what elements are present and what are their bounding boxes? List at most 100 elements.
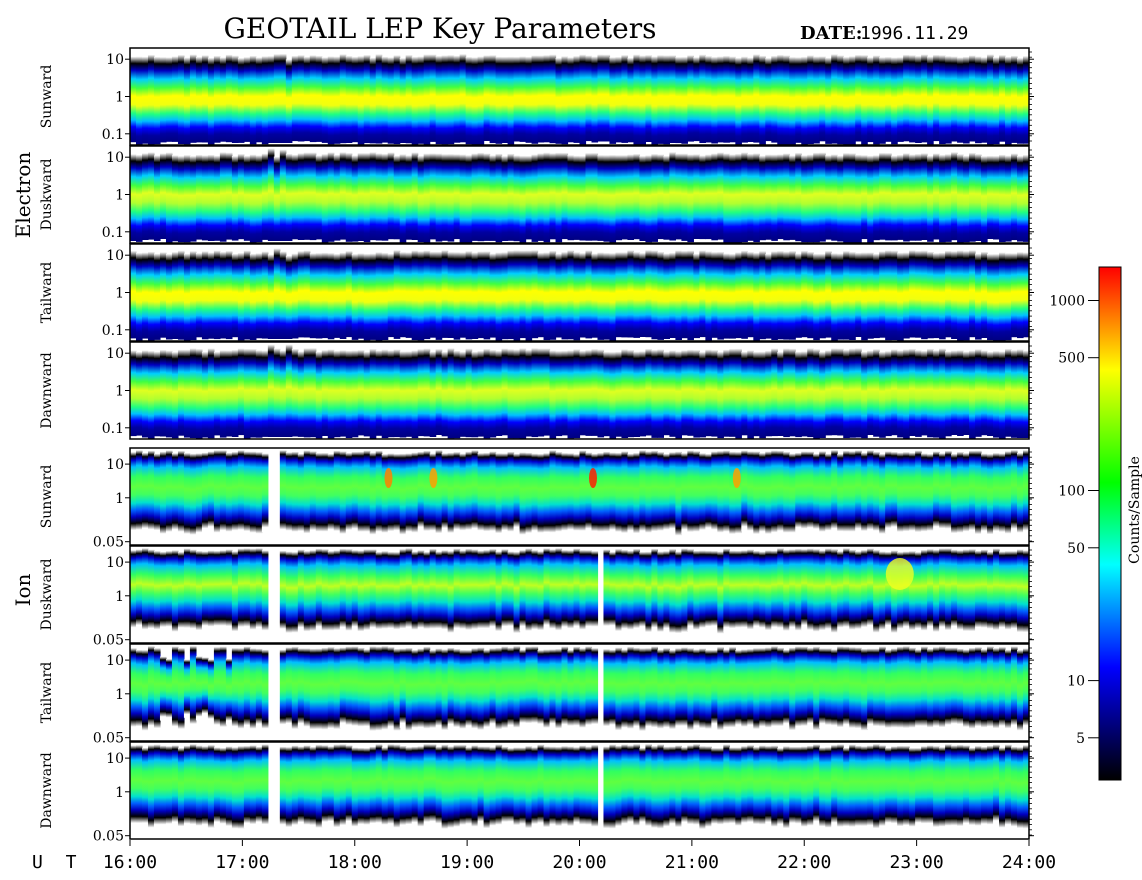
spectrogram-column	[867, 450, 874, 535]
spectrogram-column	[669, 452, 676, 534]
spectrogram-column	[333, 253, 341, 338]
spectrogram-column	[255, 648, 263, 729]
spectrogram-column	[687, 250, 694, 341]
spectrogram-column	[813, 253, 820, 341]
spectrogram-column	[243, 348, 251, 439]
spectrogram-column	[255, 451, 263, 539]
spectrogram-column	[615, 56, 623, 143]
spectrogram-column	[453, 350, 461, 439]
spectrogram-column	[477, 647, 485, 736]
spectrogram-column	[159, 153, 167, 239]
spectrogram-column	[873, 648, 880, 732]
spectrogram-column	[429, 649, 437, 733]
intensity-peak-marker	[732, 468, 741, 488]
spectrogram-column	[717, 251, 724, 340]
spectrogram-column	[147, 54, 155, 145]
spectrogram-column	[621, 54, 629, 143]
spectrogram-column	[681, 56, 688, 144]
spectrogram-column	[243, 155, 251, 241]
spectrogram-column	[327, 453, 335, 535]
spectrogram-column	[381, 56, 389, 143]
spectrogram-column	[669, 548, 676, 639]
spectrogram-column	[423, 348, 431, 437]
spectrogram-column	[825, 155, 832, 240]
spectrogram-column	[597, 349, 605, 438]
spectrogram-column	[153, 453, 161, 536]
spectrogram-column	[465, 649, 473, 731]
x-tick-label: 21:00	[665, 852, 719, 873]
spectrogram-column	[130, 56, 137, 143]
spectrogram-column	[237, 348, 245, 436]
y-tick-label: 0.05	[93, 535, 124, 551]
colorbar-label: Counts/Sample	[1127, 456, 1142, 564]
spectrogram-column	[237, 746, 245, 835]
spectrogram-column	[573, 155, 581, 240]
spectrogram-column	[801, 746, 808, 832]
spectrogram-column	[363, 747, 371, 830]
spectrogram-column	[525, 646, 533, 729]
spectrogram-column	[771, 154, 778, 241]
spectrogram-column	[453, 548, 461, 634]
spectrogram-column	[351, 646, 359, 731]
spectrogram-column	[285, 551, 293, 639]
spectrogram-column	[483, 251, 491, 340]
spectrogram-column	[387, 744, 395, 829]
spectrogram-column	[849, 251, 856, 340]
spectrogram-column	[519, 649, 527, 728]
spectrogram-column	[441, 550, 449, 635]
spectrogram-column	[801, 351, 808, 437]
spectrogram-column	[141, 747, 149, 828]
spectrogram-column	[567, 250, 575, 340]
spectrogram-column	[987, 453, 994, 540]
spectrogram-column	[177, 54, 185, 145]
spectrogram-column	[1005, 744, 1012, 830]
spectrogram-column	[885, 56, 892, 142]
spectrogram-column	[609, 551, 617, 631]
spectrogram-column	[255, 57, 263, 143]
spectrogram-column	[363, 351, 371, 437]
spectrogram-column	[369, 152, 377, 241]
spectrogram-column	[615, 647, 623, 736]
spectrogram-column	[141, 350, 149, 438]
panel-ion-tailward: 0.05 1 10 Tailward	[39, 643, 1034, 747]
spectrogram-column	[357, 349, 365, 436]
spectrogram-column	[579, 350, 587, 436]
spectrogram-column	[567, 57, 575, 143]
spectrogram-column	[375, 153, 383, 241]
spectrogram-column	[285, 452, 293, 536]
spectrogram-column	[885, 451, 892, 533]
spectrogram-column	[825, 57, 832, 144]
spectrogram-column	[519, 155, 527, 243]
spectrogram-column	[543, 453, 551, 538]
spectrogram-column	[477, 56, 485, 145]
spectrogram-column	[507, 349, 515, 439]
spectrogram-column	[681, 548, 688, 638]
spectrogram-column	[813, 349, 820, 439]
y-tick-label: 1	[115, 286, 124, 302]
spectrogram-column	[519, 56, 527, 142]
spectrogram-column	[459, 744, 467, 830]
intensity-peak-marker	[885, 558, 914, 590]
spectrogram-column	[321, 452, 329, 537]
spectrogram-column	[459, 54, 467, 143]
spectrogram-column	[159, 252, 167, 338]
spectrogram-column	[873, 451, 880, 536]
spectrogram-column	[423, 250, 431, 340]
spectrogram-column	[201, 551, 209, 631]
spectrogram-column	[249, 348, 257, 438]
y-tick-label: 10	[106, 248, 124, 264]
spectrogram-column	[957, 350, 964, 436]
spectrogram-column	[747, 350, 754, 439]
spectrogram-column	[321, 57, 329, 143]
spectrogram-column	[321, 745, 329, 827]
panel-ion-dawnward: 0.05 1 10 Dawnward	[39, 741, 1034, 845]
spectrogram-column	[1017, 452, 1024, 538]
spectrogram-column	[879, 152, 886, 240]
spectrogram-column	[171, 56, 179, 142]
panel-label-tailward: Tailward	[39, 262, 55, 324]
spectrogram-column	[639, 155, 647, 241]
spectrogram-column	[219, 550, 227, 631]
spectrogram-column	[381, 153, 389, 241]
spectrogram-column	[141, 56, 149, 144]
spectrogram-column	[315, 351, 323, 439]
